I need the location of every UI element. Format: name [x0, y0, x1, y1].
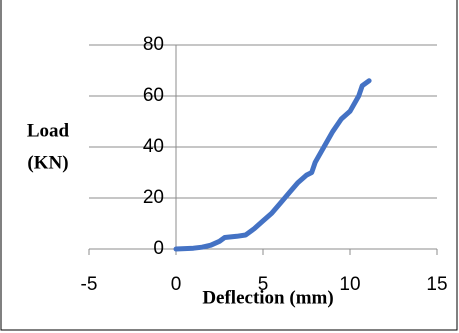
x-tick-label: -5 — [81, 274, 98, 295]
x-tick-label: 15 — [426, 274, 447, 295]
y-tick-label: 80 — [143, 34, 164, 55]
x-tick-label: 5 — [258, 274, 269, 295]
y-axis-title: (KN) — [27, 152, 68, 173]
y-axis-title: Load — [27, 120, 70, 141]
y-tick-label: 0 — [153, 238, 164, 259]
x-tick-label: 0 — [171, 274, 182, 295]
data-line — [173, 78, 372, 252]
y-tick-label: 60 — [143, 85, 164, 106]
x-tick-label: 10 — [339, 274, 360, 295]
y-tick-label: 40 — [143, 136, 164, 157]
x-axis-title: Deflection (mm) — [202, 287, 333, 308]
y-tick-label: 20 — [143, 187, 164, 208]
